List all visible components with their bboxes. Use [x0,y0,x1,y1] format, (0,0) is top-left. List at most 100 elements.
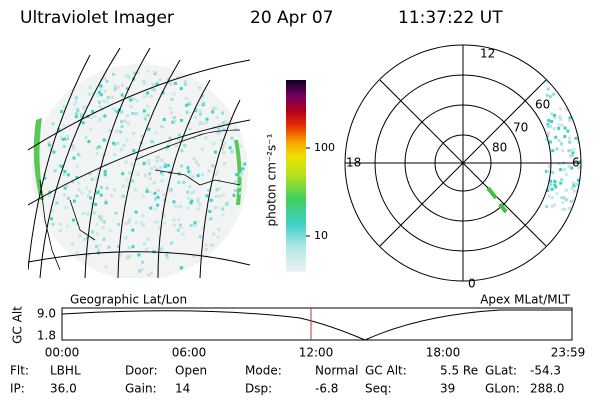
pixel [177,217,181,221]
pixel [98,243,102,247]
pixel [557,115,561,119]
pixel [196,200,200,204]
pixel [568,116,572,120]
pixel [99,185,103,189]
pixel [560,90,564,94]
pixel [75,221,79,225]
pixel [189,201,193,205]
pixel [224,119,228,123]
pixel [155,82,159,86]
pixel [142,162,146,166]
pixel [153,207,157,211]
pixel [191,175,195,179]
pixel [113,84,117,88]
pixel [204,121,208,125]
pixel [217,227,221,231]
pixel [172,92,176,96]
pixel [75,108,79,112]
pixel [63,137,67,141]
pixel [563,134,567,138]
pixel [230,150,234,154]
pixel [127,246,131,250]
pixel [194,115,198,119]
pixel [576,89,580,93]
pixel [221,207,225,211]
pixel [98,215,102,219]
pixel [153,191,157,195]
pixel [553,179,557,183]
pixel [83,237,87,241]
pixel [62,144,66,148]
pixel [582,119,585,122]
pixel [168,106,172,110]
pixel [99,93,103,97]
pixel [574,156,578,160]
pixel [190,191,194,195]
pixel [194,108,198,112]
pixel [62,193,66,197]
pixel [566,129,570,133]
pixel [62,123,66,127]
pixel [49,147,53,151]
pixel [183,80,187,84]
pixel [190,199,194,203]
pixel [160,179,164,183]
pixel [188,174,192,178]
pixel [234,180,238,184]
pixel [125,177,129,181]
pixel [558,107,562,111]
pixel [65,184,69,188]
pixel [71,218,75,222]
pixel [573,101,577,105]
pixel [163,221,167,225]
pixel [175,205,179,209]
pixel [128,254,132,258]
pixel [51,222,55,226]
pixel [105,186,109,190]
pixel [149,167,153,171]
pixel [143,114,147,118]
y-tick-label: 1.8 [37,329,56,343]
pixel [217,123,221,127]
lat-label: 60 [535,98,550,112]
pixel [568,118,572,122]
aurora [486,186,508,214]
colorbar [286,80,306,272]
pixel [143,81,147,85]
pixel [559,181,563,185]
pixel [584,125,587,128]
pixel [110,96,114,100]
pixel [99,87,103,91]
pixel [568,86,572,90]
pixel [85,236,89,240]
pixel [123,119,127,123]
pixel [43,176,47,180]
pixel [90,91,94,95]
info-label: Dsp: [245,382,272,396]
pixel [204,248,208,252]
pixel [195,220,199,224]
pixel [125,73,129,77]
pixel [209,217,213,221]
pixel [568,60,572,64]
info-value: -6.8 [315,382,338,396]
pixel [580,79,581,83]
pixel [66,173,70,177]
pixel [207,188,211,192]
pixel [571,70,575,74]
pixel [66,196,70,200]
pixel [575,136,579,140]
pixel [188,127,192,131]
info-label: Gain: [125,382,157,396]
pixel [96,191,100,195]
pixel [152,88,156,92]
pixel [151,140,155,144]
pixel [88,190,92,194]
pixel [126,87,130,91]
pixel [238,191,242,195]
info-value: 288.0 [530,382,564,396]
pixel [140,268,144,272]
pixel [559,168,563,172]
pixel [145,189,149,193]
pixel [549,120,553,124]
